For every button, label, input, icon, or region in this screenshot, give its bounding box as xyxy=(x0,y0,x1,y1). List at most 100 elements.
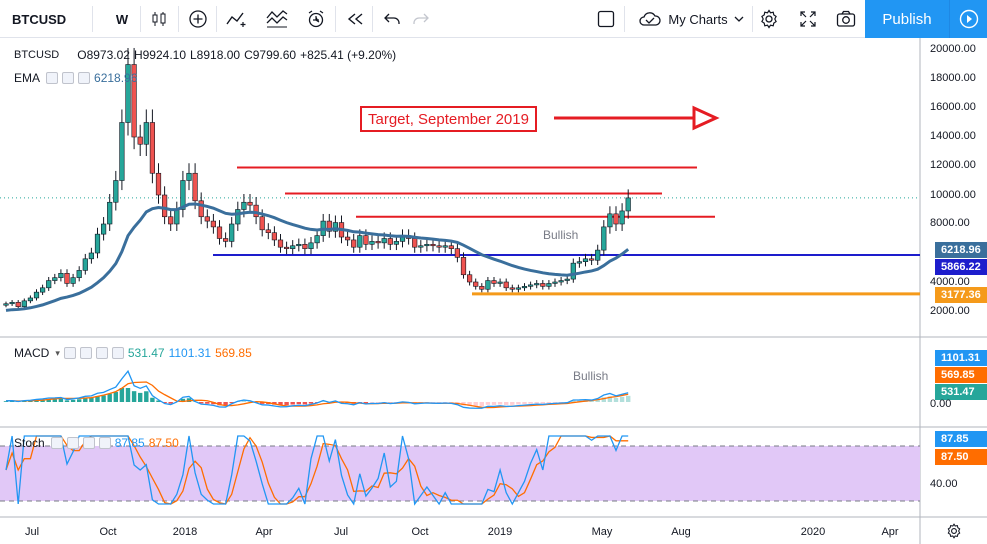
layout-square-icon[interactable] xyxy=(591,0,621,38)
macd-histogram-bar xyxy=(260,402,265,404)
publish-button[interactable]: Publish xyxy=(865,0,949,38)
macd-histogram-bar xyxy=(558,402,564,403)
macd-histogram-bar xyxy=(321,401,326,402)
macd-histogram-bar xyxy=(150,397,155,402)
eye-icon[interactable] xyxy=(50,437,63,449)
time-tick: 2019 xyxy=(487,526,513,538)
source-code-icon[interactable] xyxy=(95,347,108,359)
gear-icon[interactable] xyxy=(754,0,784,38)
toolbar-divider xyxy=(752,6,753,32)
candle-body xyxy=(168,216,174,225)
macd-histogram-bar xyxy=(497,402,503,405)
candle-body xyxy=(442,245,448,248)
fullscreen-icon[interactable] xyxy=(793,0,823,38)
macd-histogram-bar xyxy=(113,392,118,402)
compare-icon[interactable] xyxy=(222,0,252,38)
close-icon[interactable] xyxy=(111,347,124,359)
candle-body xyxy=(88,252,94,260)
macd-histogram-bar xyxy=(162,402,167,404)
price-tick: 8000.00 xyxy=(930,217,970,229)
top-toolbar: BTCUSD W My Charts P xyxy=(0,0,987,38)
candle-body xyxy=(497,281,503,284)
macd-histogram-bar xyxy=(180,398,186,402)
candle-body xyxy=(375,241,381,244)
macd-histogram-bar xyxy=(589,400,594,402)
bullish-macd-label[interactable]: Bullish xyxy=(573,369,609,383)
candle-body xyxy=(558,280,564,283)
macd-histogram-bar xyxy=(229,402,234,404)
symbol-search[interactable]: BTCUSD xyxy=(12,11,67,27)
indicators-icon[interactable] xyxy=(262,0,292,38)
toolbar-divider xyxy=(624,6,625,32)
macd-histogram-bar xyxy=(34,400,39,402)
target-arrowhead xyxy=(692,105,720,131)
macd-histogram-bar xyxy=(247,401,253,402)
candle-body xyxy=(143,122,149,145)
candle-body xyxy=(149,122,156,174)
chart-area[interactable]: BTCUSD O8973.02 H9924.10 L8918.00 C9799.… xyxy=(0,38,987,544)
candle-body xyxy=(174,209,180,225)
macd-histogram-bar xyxy=(278,402,283,406)
price-tick: 14000.00 xyxy=(930,130,976,142)
replay-icon[interactable] xyxy=(340,0,370,38)
candle-body xyxy=(351,239,357,248)
macd-histogram-bar xyxy=(107,393,112,402)
histogram-badge: 531.47 xyxy=(935,384,987,400)
candle-body xyxy=(27,297,34,302)
macd-histogram-bar xyxy=(131,391,137,402)
stoch-legend-name: Stoch xyxy=(14,436,45,450)
candle-body xyxy=(52,277,58,281)
chevron-down-icon[interactable]: ▾ xyxy=(55,347,60,358)
stoch-k-line xyxy=(5,435,629,506)
target-annotation[interactable]: Target, September 2019 xyxy=(360,106,537,132)
redo-icon[interactable] xyxy=(406,0,436,38)
candle-body xyxy=(332,222,339,232)
candle-body xyxy=(21,300,27,307)
stoch-d-badge: 87.50 xyxy=(935,449,987,465)
ema-legend: EMA 6218.96 xyxy=(14,71,137,85)
legend-change: +825.41 (+9.20%) xyxy=(300,48,397,62)
camera-icon[interactable] xyxy=(831,0,861,38)
candle-body xyxy=(235,209,241,225)
source-code-icon[interactable] xyxy=(82,437,95,449)
bullish-price-label[interactable]: Bullish xyxy=(543,228,579,242)
close-icon[interactable] xyxy=(98,437,111,449)
play-icon[interactable] xyxy=(949,0,987,38)
gear-icon[interactable] xyxy=(946,523,962,542)
gear-icon[interactable] xyxy=(62,72,75,84)
gear-icon[interactable] xyxy=(79,347,92,359)
candle-body xyxy=(625,197,631,212)
my-charts-button[interactable]: My Charts xyxy=(630,0,752,38)
close-icon[interactable] xyxy=(78,72,91,84)
candle-body xyxy=(271,232,278,241)
candle-body xyxy=(491,280,497,284)
candle-body xyxy=(607,213,613,228)
candle-body xyxy=(582,258,589,263)
candle-body xyxy=(503,281,509,289)
candle-body xyxy=(101,223,107,235)
candle-body xyxy=(192,172,198,202)
undo-icon[interactable] xyxy=(377,0,407,38)
stoch-band xyxy=(0,446,920,501)
candles-icon[interactable] xyxy=(144,0,174,38)
eye-icon[interactable] xyxy=(46,72,59,84)
candle-body xyxy=(540,283,546,287)
candle-body xyxy=(424,244,430,247)
macd-histogram-bar xyxy=(144,391,149,402)
candle-body xyxy=(527,284,534,287)
candle-body xyxy=(412,238,418,248)
macd-histogram-bar xyxy=(28,400,33,402)
alert-icon[interactable] xyxy=(301,0,331,38)
time-tick: 2018 xyxy=(172,526,198,538)
gear-icon[interactable] xyxy=(66,437,79,449)
eye-icon[interactable] xyxy=(63,347,76,359)
interval-button[interactable]: W xyxy=(115,11,129,27)
macd-histogram-bar xyxy=(430,402,436,403)
candle-body xyxy=(448,245,454,249)
macd-histogram-bar xyxy=(546,402,552,404)
candle-body xyxy=(363,235,369,245)
add-indicator-icon[interactable] xyxy=(183,0,213,38)
my-charts-label: My Charts xyxy=(668,11,728,27)
candle-body xyxy=(70,277,76,284)
candle-body xyxy=(393,241,400,245)
